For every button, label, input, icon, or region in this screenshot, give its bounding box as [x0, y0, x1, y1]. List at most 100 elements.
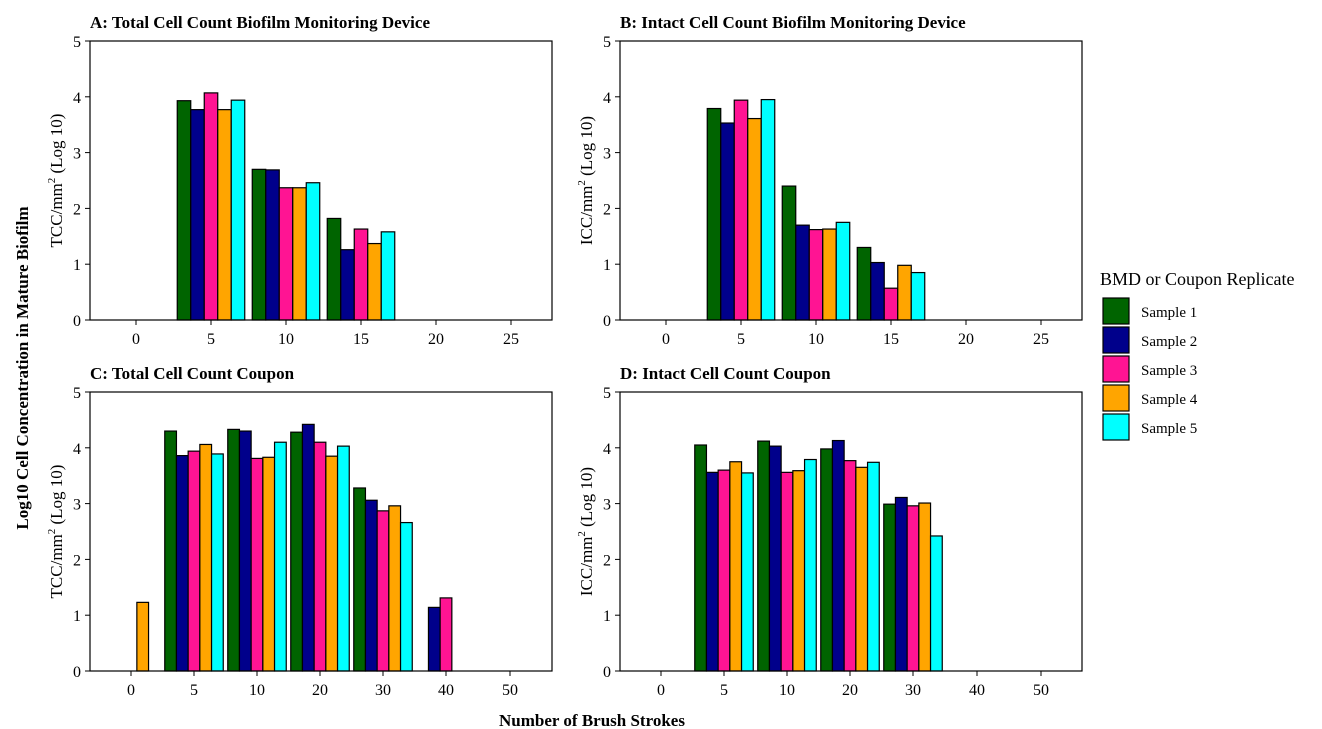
x-tick-label: 20 — [428, 331, 444, 348]
y-tick-label: 2 — [73, 201, 81, 218]
bar-sample-3 — [843, 460, 857, 672]
figure-x-label: Number of Brush Strokes — [499, 711, 685, 729]
x-tick-label: 5 — [207, 331, 215, 348]
x-tick-label: 0 — [657, 682, 665, 699]
bar-sample-3 — [733, 99, 749, 321]
x-tick-label: 20 — [842, 682, 858, 699]
x-tick-label: 0 — [132, 331, 140, 348]
x-tick-label: 15 — [883, 331, 899, 348]
bar-sample-3 — [717, 469, 731, 672]
y-tick-label: 2 — [603, 201, 611, 218]
panel-d: D: Intact Cell Count Coupon ICC/mm2 (Log … — [576, 364, 1083, 699]
bar-sample-3 — [780, 471, 794, 672]
bar-sample-2 — [705, 471, 719, 672]
y-tick-label: 0 — [73, 313, 81, 330]
y-tick-label: 1 — [603, 257, 611, 274]
x-tick-label: 30 — [905, 682, 921, 699]
plot-frame — [619, 40, 1083, 321]
bar-sample-2 — [364, 499, 378, 672]
bar-sample-4 — [792, 470, 806, 672]
bar-sample-5 — [910, 271, 926, 321]
bar-sample-5 — [803, 458, 817, 672]
x-tick-label: 20 — [958, 331, 974, 348]
bar-sample-2 — [894, 496, 908, 672]
bar-sample-1 — [856, 246, 872, 321]
plot-frame — [89, 40, 553, 321]
bar-sample-4 — [367, 242, 382, 321]
y-tick-label: 3 — [73, 497, 81, 514]
bar-sample-5 — [399, 521, 413, 672]
bar-sample-3 — [187, 450, 201, 672]
bar-sample-5 — [230, 99, 246, 321]
x-tick-label: 5 — [190, 682, 198, 699]
bar-sample-4 — [897, 264, 912, 321]
bar-sample-3 — [278, 187, 294, 321]
y-tick-label: 3 — [73, 146, 81, 163]
x-tick-label: 40 — [969, 682, 985, 699]
y-axis-label: TCC/mm2 (Log 10) — [46, 114, 66, 248]
legend: BMD or Coupon Replicate Sample 1 Sample 2… — [1100, 269, 1294, 441]
bar-sample-3 — [883, 287, 899, 321]
y-axis-label: ICC/mm2 (Log 10) — [576, 467, 596, 596]
y-tick-label: 3 — [603, 146, 611, 163]
bar-sample-3 — [808, 229, 824, 321]
bar-sample-5 — [760, 98, 776, 321]
bar-sample-2 — [340, 249, 355, 321]
bar-sample-2 — [720, 122, 735, 321]
bar-sample-2 — [795, 224, 810, 321]
bar-sample-1 — [883, 503, 897, 672]
bar-sample-2 — [265, 169, 280, 321]
bar-sample-5 — [740, 472, 754, 672]
bar-sample-2 — [190, 109, 205, 321]
chart-title: B: Intact Cell Count Biofilm Monitoring … — [620, 13, 966, 32]
bar-sample-4 — [262, 456, 276, 672]
legend-swatch — [1102, 297, 1130, 325]
bar-sample-4 — [136, 601, 150, 672]
panel-b: B: Intact Cell Count Biofilm Monitoring … — [576, 13, 1083, 348]
bar-sample-3 — [250, 457, 264, 672]
legend-title: BMD or Coupon Replicate — [1100, 269, 1294, 289]
bar-sample-4 — [855, 466, 869, 672]
bar-sample-3 — [906, 505, 920, 672]
bar-sample-1 — [757, 440, 771, 672]
bar-sample-2 — [427, 606, 441, 672]
chart-title: A: Total Cell Count Biofilm Monitoring D… — [90, 13, 430, 32]
y-axis-label: ICC/mm2 (Log 10) — [576, 116, 596, 245]
y-tick-label: 1 — [603, 608, 611, 625]
legend-swatch — [1102, 413, 1130, 441]
plot-frame — [89, 391, 553, 672]
y-tick-label: 4 — [73, 90, 81, 107]
chart-title: D: Intact Cell Count Coupon — [620, 364, 831, 383]
bar-sample-5 — [929, 535, 943, 672]
y-tick-label: 2 — [603, 552, 611, 569]
x-tick-label: 50 — [1033, 682, 1049, 699]
y-tick-label: 0 — [603, 664, 611, 681]
bar-sample-4 — [388, 505, 402, 672]
y-tick-label: 2 — [73, 552, 81, 569]
y-tick-label: 5 — [73, 34, 81, 51]
x-tick-label: 10 — [278, 331, 294, 348]
bar-sample-5 — [305, 182, 321, 321]
x-tick-label: 0 — [127, 682, 135, 699]
bar-sample-1 — [251, 168, 267, 321]
bar-sample-5 — [210, 453, 224, 672]
y-axis-label: TCC/mm2 (Log 10) — [46, 465, 66, 599]
bar-sample-1 — [176, 100, 192, 321]
y-tick-label: 3 — [603, 497, 611, 514]
bar-sample-4 — [747, 117, 762, 321]
bar-sample-4 — [217, 109, 232, 321]
x-tick-label: 25 — [1033, 331, 1049, 348]
x-tick-label: 20 — [312, 682, 328, 699]
bar-sample-3 — [439, 597, 453, 672]
legend-label: Sample 1 — [1141, 305, 1197, 321]
x-tick-label: 15 — [353, 331, 369, 348]
y-tick-label: 4 — [603, 441, 611, 458]
bar-sample-4 — [199, 443, 213, 672]
bar-sample-1 — [820, 448, 834, 672]
x-tick-label: 5 — [737, 331, 745, 348]
bar-sample-1 — [706, 107, 722, 321]
y-tick-label: 5 — [603, 385, 611, 402]
bar-sample-5 — [835, 221, 851, 321]
panel-a: A: Total Cell Count Biofilm Monitoring D… — [46, 13, 553, 348]
